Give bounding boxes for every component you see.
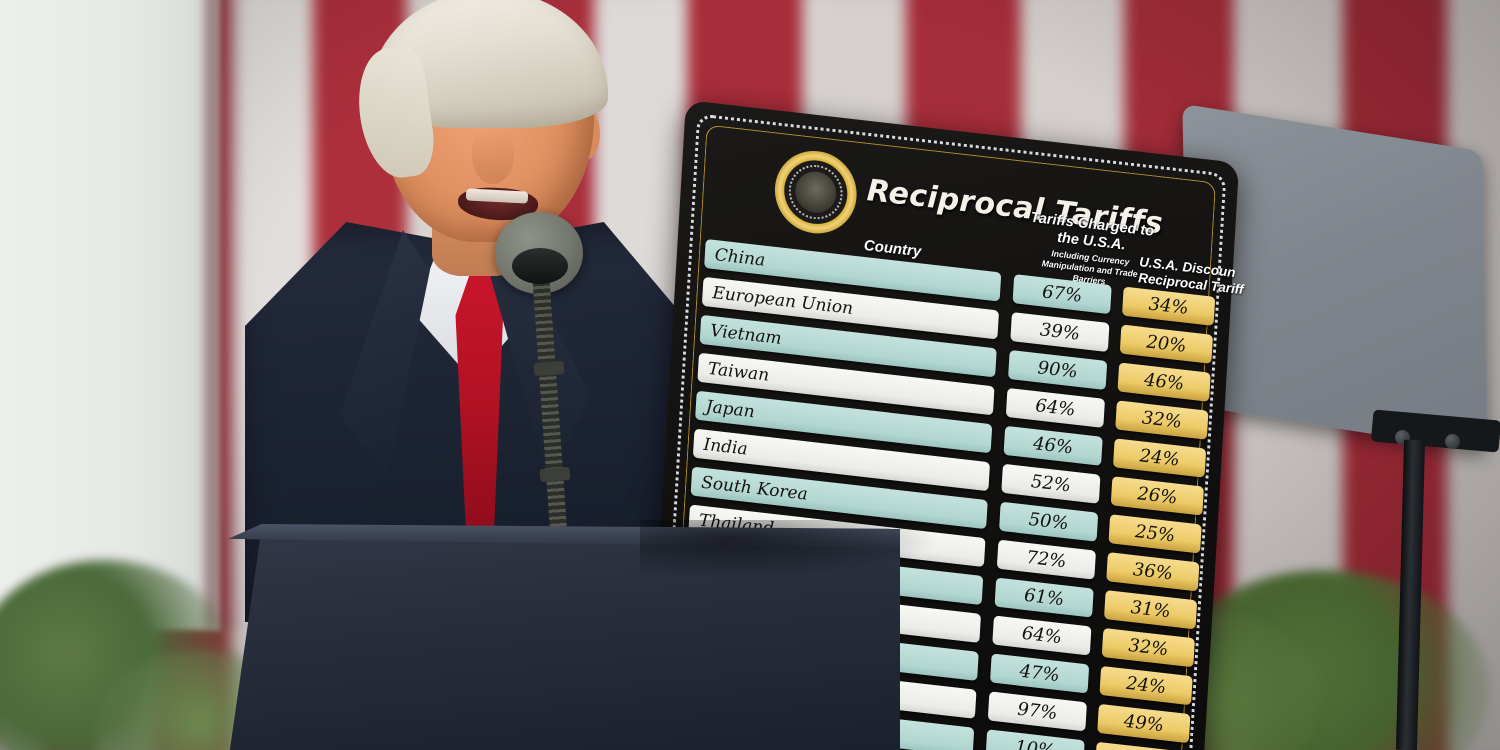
discounted-tariff-value: 32% [1141,407,1183,433]
tariff-charged-value: 64% [1021,622,1063,649]
discounted-tariff-value: 49% [1123,710,1165,737]
discounted-tariff-value: 26% [1136,483,1178,509]
podium-cast-shadow [640,520,940,580]
tariff-charged-value: 46% [1032,433,1074,459]
tariff-charged-value: 61% [1023,584,1065,611]
tariff-charged-value: 52% [1030,471,1072,497]
microphone-collar [512,248,568,284]
discounted-tariff-value: 20% [1145,331,1187,357]
country-name: Vietnam [709,320,783,349]
discounted-tariff-value: 46% [1143,369,1185,395]
discounted-tariff-value: 24% [1139,445,1181,471]
discounted-tariff-value: 32% [1127,634,1169,661]
country-name: South Korea [700,472,809,505]
nose [472,128,514,184]
colonnade-column [0,0,220,630]
discounted-tariff-value: 36% [1132,559,1174,585]
country-name: India [703,434,749,460]
discounted-tariff-value: 24% [1125,672,1167,699]
tariff-charged-value: 72% [1025,546,1067,573]
discounted-tariff-value: 34% [1148,293,1190,319]
tariff-charged-value: 64% [1034,395,1076,421]
speaker-figure [210,0,730,622]
discounted-tariff-value: 31% [1130,596,1172,623]
tariff-charged-value: 97% [1016,698,1058,725]
country-name: Taiwan [707,358,770,386]
tariff-charged-value: 47% [1019,660,1061,687]
tariff-charged-value: 39% [1039,319,1081,345]
discounted-tariff-value: 25% [1134,521,1176,547]
country-name: Japan [705,396,756,422]
tariff-charged-value: 90% [1037,357,1079,383]
tariff-charged-value: 50% [1028,508,1070,535]
microphone-clip [533,360,565,377]
tariff-charged-value: 10% [1014,736,1056,750]
country-name: China [714,244,766,271]
tariff-charged-value: 67% [1041,281,1083,307]
teleprompter-bolt [1445,434,1460,449]
colonnade-column-shadow [205,0,247,630]
microphone-clip [539,466,571,483]
